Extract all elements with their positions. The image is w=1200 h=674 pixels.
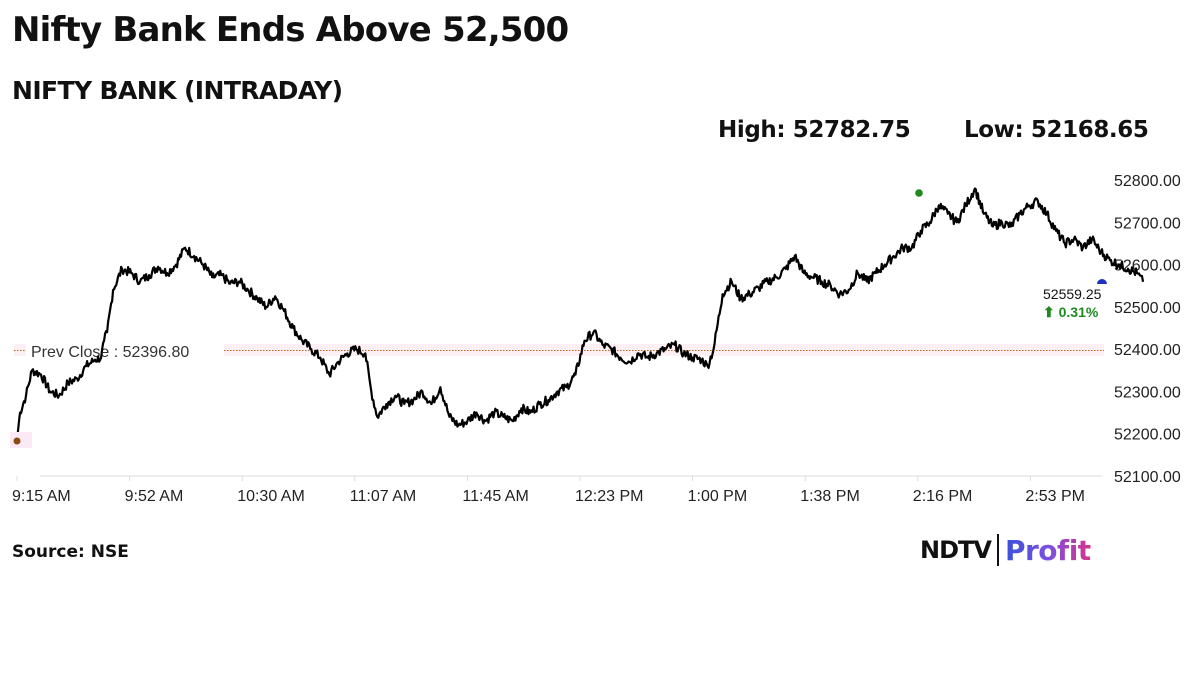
change-percent-label: ⬆ 0.31% [1043,304,1099,320]
x-tick-label: 11:45 AM [462,488,528,505]
chart-subtitle: NIFTY BANK (INTRADAY) [12,76,343,105]
y-tick-label: 52500.00 [1114,300,1181,317]
y-axis: 52800.00 52700.00 52600.00 52500.00 52400.00… [1114,173,1181,486]
logo-profit: Profit [1004,533,1091,567]
last-marker [1097,279,1107,284]
x-tick-label: 9:52 AM [125,488,184,505]
y-tick-label: 52200.00 [1114,427,1181,444]
x-tick-label: 1:00 PM [688,488,748,505]
page-title: Nifty Bank Ends Above 52,500 [12,10,569,50]
prev-close-marker: Prev Close : 52396.80 [14,341,1104,361]
prev-close-label: Prev Close : 52396.80 [31,344,189,361]
prev-close-label-bg [26,341,224,361]
y-tick-label: 52800.00 [1114,173,1181,190]
x-axis: 9:15 AM 9:52 AM 10:30 AM 11:07 AM 11:45 AM 12… [12,475,1102,505]
low-marker [13,437,21,445]
price-line [15,187,1145,441]
x-tick-label: 9:15 AM [12,488,71,505]
x-tick-label: 2:53 PM [1025,488,1085,505]
last-price-label: 52559.25 [1043,286,1102,302]
x-tick-label: 2:16 PM [913,488,973,505]
x-tick-label: 11:07 AM [350,488,416,505]
y-tick-label: 52300.00 [1114,384,1181,401]
x-tick-label: 1:38 PM [800,488,860,505]
high-label: High: 52782.75 [718,117,911,143]
high-marker [915,189,923,197]
y-tick-label: 52700.00 [1114,215,1181,232]
low-marker-bg [10,432,32,448]
x-tick-label: 12:23 PM [575,488,643,505]
logo-divider [996,534,999,566]
x-tick-label: 10:30 AM [237,488,305,505]
y-tick-label: 52600.00 [1114,258,1181,275]
y-tick-label: 52400.00 [1114,342,1181,359]
source-label: Source: NSE [12,542,129,562]
logo-ndtv: NDTV [920,536,992,564]
y-tick-label: 52100.00 [1114,469,1181,486]
low-label: Low: 52168.65 [964,117,1149,143]
prev-close-band [14,344,1104,356]
ndtv-profit-logo: NDTV Profit [920,532,1091,568]
